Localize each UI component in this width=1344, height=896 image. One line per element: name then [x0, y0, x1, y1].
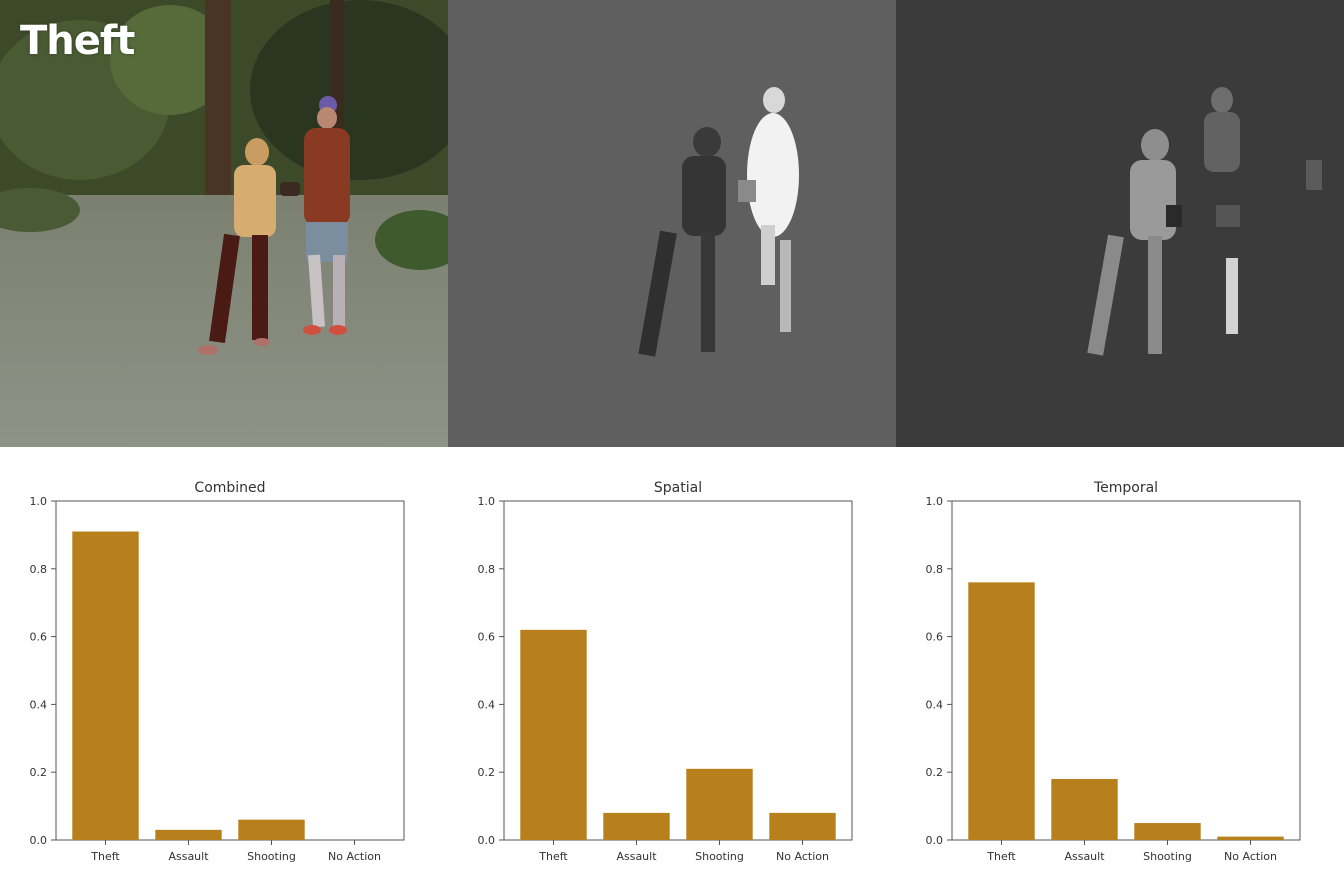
bar-shooting: [238, 819, 305, 840]
bar-assault: [603, 812, 670, 840]
y-tick-label: 0.0: [478, 834, 496, 847]
bar-no-action: [769, 812, 836, 840]
y-tick-label: 0.0: [30, 834, 48, 847]
y-tick-label: 1.0: [30, 495, 48, 508]
bar-assault: [1051, 778, 1118, 840]
x-tick-label: No Action: [1224, 850, 1277, 863]
x-tick-label: Assault: [616, 850, 657, 863]
x-tick-label: Shooting: [1143, 850, 1192, 863]
bar-assault: [155, 829, 222, 840]
spatial-heatmap: [448, 0, 896, 447]
bar-no-action: [1217, 836, 1284, 840]
rgb-scene: [0, 0, 448, 447]
y-tick-label: 0.2: [30, 766, 48, 779]
chart-title: Spatial: [654, 480, 702, 496]
bar-theft: [520, 629, 587, 840]
video-frame-rgb: Theft: [0, 0, 448, 447]
y-tick-label: 1.0: [478, 495, 496, 508]
y-tick-label: 0.8: [30, 563, 48, 576]
bar-shooting: [686, 768, 753, 840]
y-tick-label: 0.0: [926, 834, 944, 847]
x-tick-label: Assault: [168, 850, 209, 863]
chart-title: Combined: [194, 480, 265, 496]
y-tick-label: 0.4: [30, 698, 48, 711]
bar-theft: [968, 582, 1035, 840]
y-tick-label: 0.6: [30, 631, 48, 644]
y-tick-label: 0.4: [478, 698, 496, 711]
x-tick-label: No Action: [328, 850, 381, 863]
y-tick-label: 0.4: [926, 698, 944, 711]
video-frame-temporal: [896, 0, 1344, 447]
x-tick-label: Assault: [1064, 850, 1105, 863]
chart-temporal-svg: Temporal 0.0 0.2 0.4 0.6 0.8 1.0 Theft Assault Sh…: [926, 480, 1301, 863]
y-tick-label: 0.2: [926, 766, 944, 779]
plot-frame: [503, 500, 853, 841]
chart-title: Temporal: [1093, 480, 1158, 496]
temporal-heatmap: [896, 0, 1344, 447]
x-tick-label: Theft: [538, 850, 568, 863]
y-tick-label: 0.6: [478, 631, 496, 644]
plot-frame: [951, 500, 1301, 841]
video-frame-spatial: [448, 0, 896, 447]
y-tick-label: 0.2: [478, 766, 496, 779]
chart-temporal: Temporal 0.0 0.2 0.4 0.6 0.8 1.0 Theft Assault Sh…: [896, 447, 1344, 896]
chart-spatial-svg: Spatial 0.0 0.2 0.4 0.6 0.8 1.0 Theft Assault Sho…: [478, 480, 853, 863]
x-tick-label: No Action: [776, 850, 829, 863]
chart-combined-svg: Combined 0.0 0.2 0.4 0.6 0.8 1.0 Theft Assault Sh…: [30, 480, 405, 863]
y-tick-label: 0.8: [478, 563, 496, 576]
y-tick-label: 0.6: [926, 631, 944, 644]
chart-spatial: Spatial 0.0 0.2 0.4 0.6 0.8 1.0 Theft Assault Sho…: [448, 447, 896, 896]
y-tick-label: 1.0: [926, 495, 944, 508]
y-tick-label: 0.8: [926, 563, 944, 576]
x-tick-label: Theft: [90, 850, 120, 863]
x-tick-label: Theft: [986, 850, 1016, 863]
action-label: Theft: [20, 18, 135, 64]
plot-frame: [55, 500, 405, 841]
bar-shooting: [1134, 823, 1201, 840]
chart-combined: Combined 0.0 0.2 0.4 0.6 0.8 1.0 Theft Assault Sh…: [0, 447, 448, 896]
x-tick-label: Shooting: [695, 850, 744, 863]
bar-theft: [72, 531, 139, 840]
x-tick-label: Shooting: [247, 850, 296, 863]
